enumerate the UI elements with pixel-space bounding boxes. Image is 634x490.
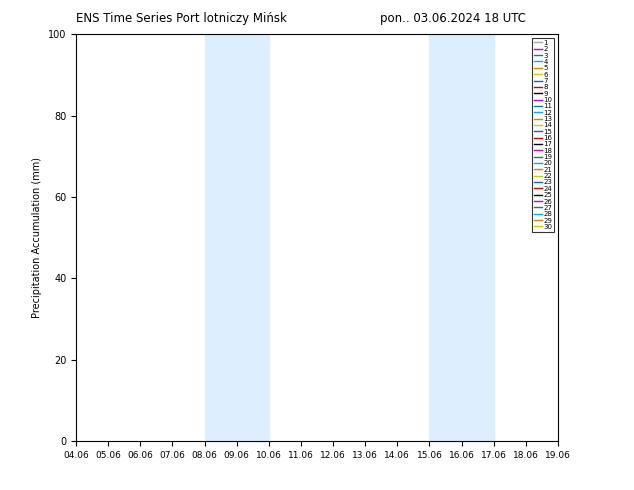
Text: ENS Time Series Port lotniczy Mińsk: ENS Time Series Port lotniczy Mińsk [76,12,287,25]
Bar [429,34,494,441]
Y-axis label: Precipitation Accumulation (mm): Precipitation Accumulation (mm) [32,157,42,318]
Text: pon.. 03.06.2024 18 UTC: pon.. 03.06.2024 18 UTC [380,12,526,25]
Bar [205,34,269,441]
Legend: 1, 2, 3, 4, 5, 6, 7, 8, 9, 10, 11, 12, 13, 14, 15, 16, 17, 18, 19, 20, 21, 22, 2: 1, 2, 3, 4, 5, 6, 7, 8, 9, 10, 11, 12, 1… [531,38,555,232]
